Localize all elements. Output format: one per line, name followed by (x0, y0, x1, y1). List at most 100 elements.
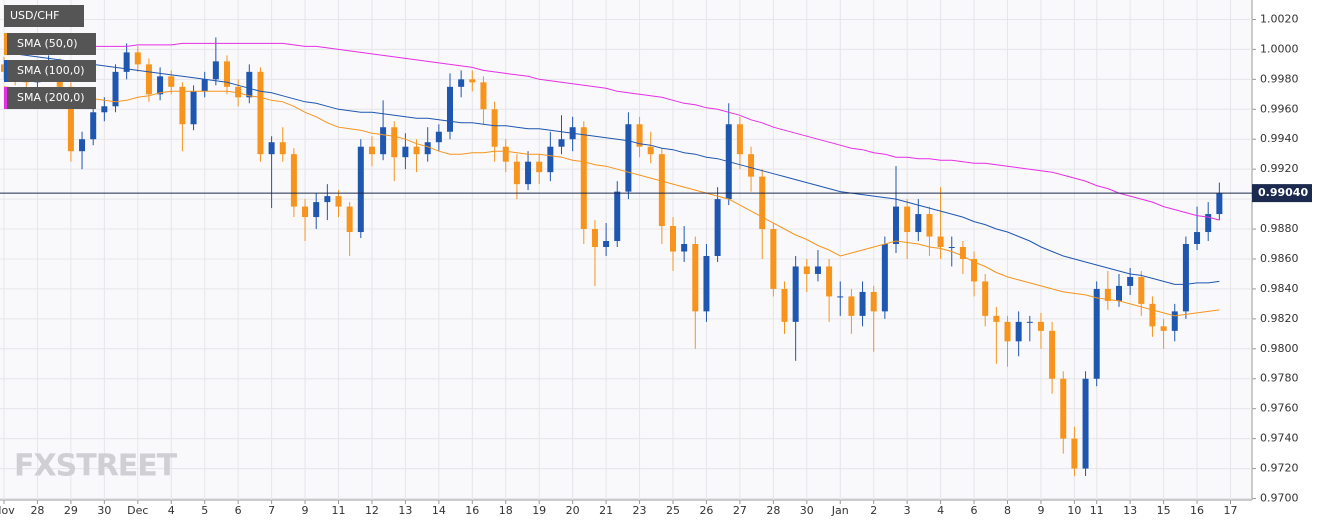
candle-body (759, 176, 766, 230)
candle-body (435, 131, 442, 143)
x-tick-label: 4 (168, 504, 175, 517)
candle-body (335, 196, 342, 207)
x-tick-label: 19 (532, 504, 546, 517)
legend-swatch (4, 87, 7, 109)
candle-body (346, 206, 353, 233)
legend-label: SMA (100,0) (17, 64, 85, 77)
candle-body (290, 154, 297, 207)
x-tick-label: 16 (1190, 504, 1204, 517)
candle-body (179, 86, 186, 125)
candle-body (670, 226, 676, 252)
candle-body (1037, 321, 1044, 331)
candle-body (1205, 214, 1212, 233)
candle-body (692, 244, 699, 312)
y-tick-label: 0.9780 (1260, 372, 1299, 385)
x-tick-label: 6 (235, 504, 242, 517)
candle-body (681, 244, 688, 252)
candle-body (1171, 311, 1178, 331)
candle-body (625, 124, 632, 192)
candle-body (870, 291, 877, 312)
candle-body (781, 288, 788, 322)
candle-body (1004, 321, 1011, 342)
candle-body (324, 196, 331, 203)
candle-body (837, 296, 844, 298)
candle-body (1015, 321, 1022, 342)
candle-body (90, 112, 97, 140)
x-tick-label: 18 (499, 504, 513, 517)
candle-body (112, 71, 119, 107)
candle-body (1071, 438, 1078, 469)
candle-body (134, 52, 141, 65)
candle-body (591, 229, 598, 248)
candle-body (212, 61, 219, 80)
candle-body (123, 52, 130, 72)
x-tick-label: 27 (733, 504, 747, 517)
candle-body (814, 266, 821, 274)
candle-body (302, 206, 309, 218)
x-tick-label: 25 (666, 504, 680, 517)
x-tick-label: Dec (127, 504, 148, 517)
sma-line (3, 51, 1220, 285)
candle-body (424, 142, 431, 155)
candle-body (279, 142, 286, 155)
legend-swatch (4, 60, 7, 82)
x-tick-label: 28 (766, 504, 780, 517)
x-tick-label: 30 (97, 504, 111, 517)
candle-body (926, 214, 933, 237)
y-tick-label: 0.9760 (1260, 402, 1299, 415)
candle-body (603, 241, 610, 248)
x-tick-label: 5 (201, 504, 208, 517)
candle-body (447, 86, 453, 132)
y-tick-label: 0.9880 (1260, 222, 1299, 235)
y-tick-label: 0.9920 (1260, 162, 1299, 175)
candle-body (1127, 276, 1134, 286)
x-tick-label: 11 (1090, 504, 1104, 517)
candle-body (491, 109, 498, 147)
candle-body (1049, 330, 1056, 379)
candle-body (1182, 244, 1189, 312)
candle-body (1149, 303, 1156, 327)
candle-body (257, 71, 264, 155)
candle-body (168, 76, 175, 87)
candle-body (235, 86, 242, 98)
legend-box (4, 87, 96, 109)
candle-body (224, 61, 230, 87)
x-tick-label: 29 (64, 504, 78, 517)
legend-box (4, 33, 96, 55)
candle-body (502, 146, 509, 162)
candle-body (458, 79, 465, 87)
candle-body (658, 154, 665, 227)
watermark: FXSTREET (14, 449, 178, 484)
candle-body (915, 214, 922, 233)
candle-body (792, 266, 799, 322)
candle-body (937, 236, 944, 248)
x-tick-label: 8 (1004, 504, 1011, 517)
x-tick-label: 16 (465, 504, 479, 517)
candle-body (1104, 288, 1111, 301)
candle-body (469, 79, 476, 83)
candle-body (736, 124, 743, 155)
x-tick-label: 3 (904, 504, 911, 517)
y-tick-label: 0.9800 (1260, 342, 1299, 355)
x-tick-label: 15 (1157, 504, 1171, 517)
candle-body (536, 161, 543, 173)
candle-body (558, 139, 565, 147)
candle-body (1216, 193, 1223, 215)
x-tick-label: 13 (1123, 504, 1137, 517)
x-tick-label: 9 (302, 504, 309, 517)
x-tick-label: Jan (831, 504, 849, 517)
symbol-box (4, 5, 84, 27)
candle-body (313, 202, 320, 218)
candle-body (859, 291, 866, 316)
y-tick-label: 0.9820 (1260, 312, 1299, 325)
candle-body (803, 266, 810, 274)
x-tick-label: 21 (599, 504, 613, 517)
candle-body (826, 266, 833, 297)
candle-body (948, 247, 955, 249)
x-tick-label: 11 (332, 504, 346, 517)
current-price-label: 0.99040 (1258, 186, 1308, 199)
candle-body (101, 106, 108, 113)
candle-body (402, 146, 409, 158)
